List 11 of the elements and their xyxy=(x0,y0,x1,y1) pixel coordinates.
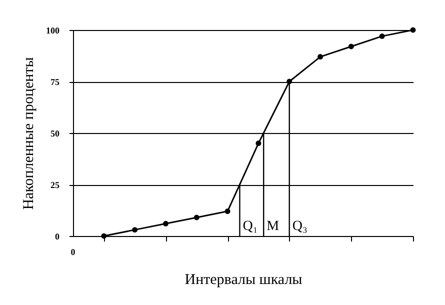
x-axis-title: Интервалы шкалы xyxy=(184,272,302,288)
y-tick-label: 75 xyxy=(50,77,60,87)
y-tick-label: 50 xyxy=(50,128,60,138)
annotation: M xyxy=(266,219,280,234)
y-axis-title: Накопленные проценты xyxy=(21,57,37,210)
annotation: Q₃ xyxy=(292,219,308,234)
y-tick-label: 0 xyxy=(55,232,60,242)
y-tick-label: 25 xyxy=(50,180,60,190)
y-tick-label: 100 xyxy=(46,26,60,36)
annotation: Q₁ xyxy=(242,219,258,234)
text: 0 xyxy=(70,247,76,257)
